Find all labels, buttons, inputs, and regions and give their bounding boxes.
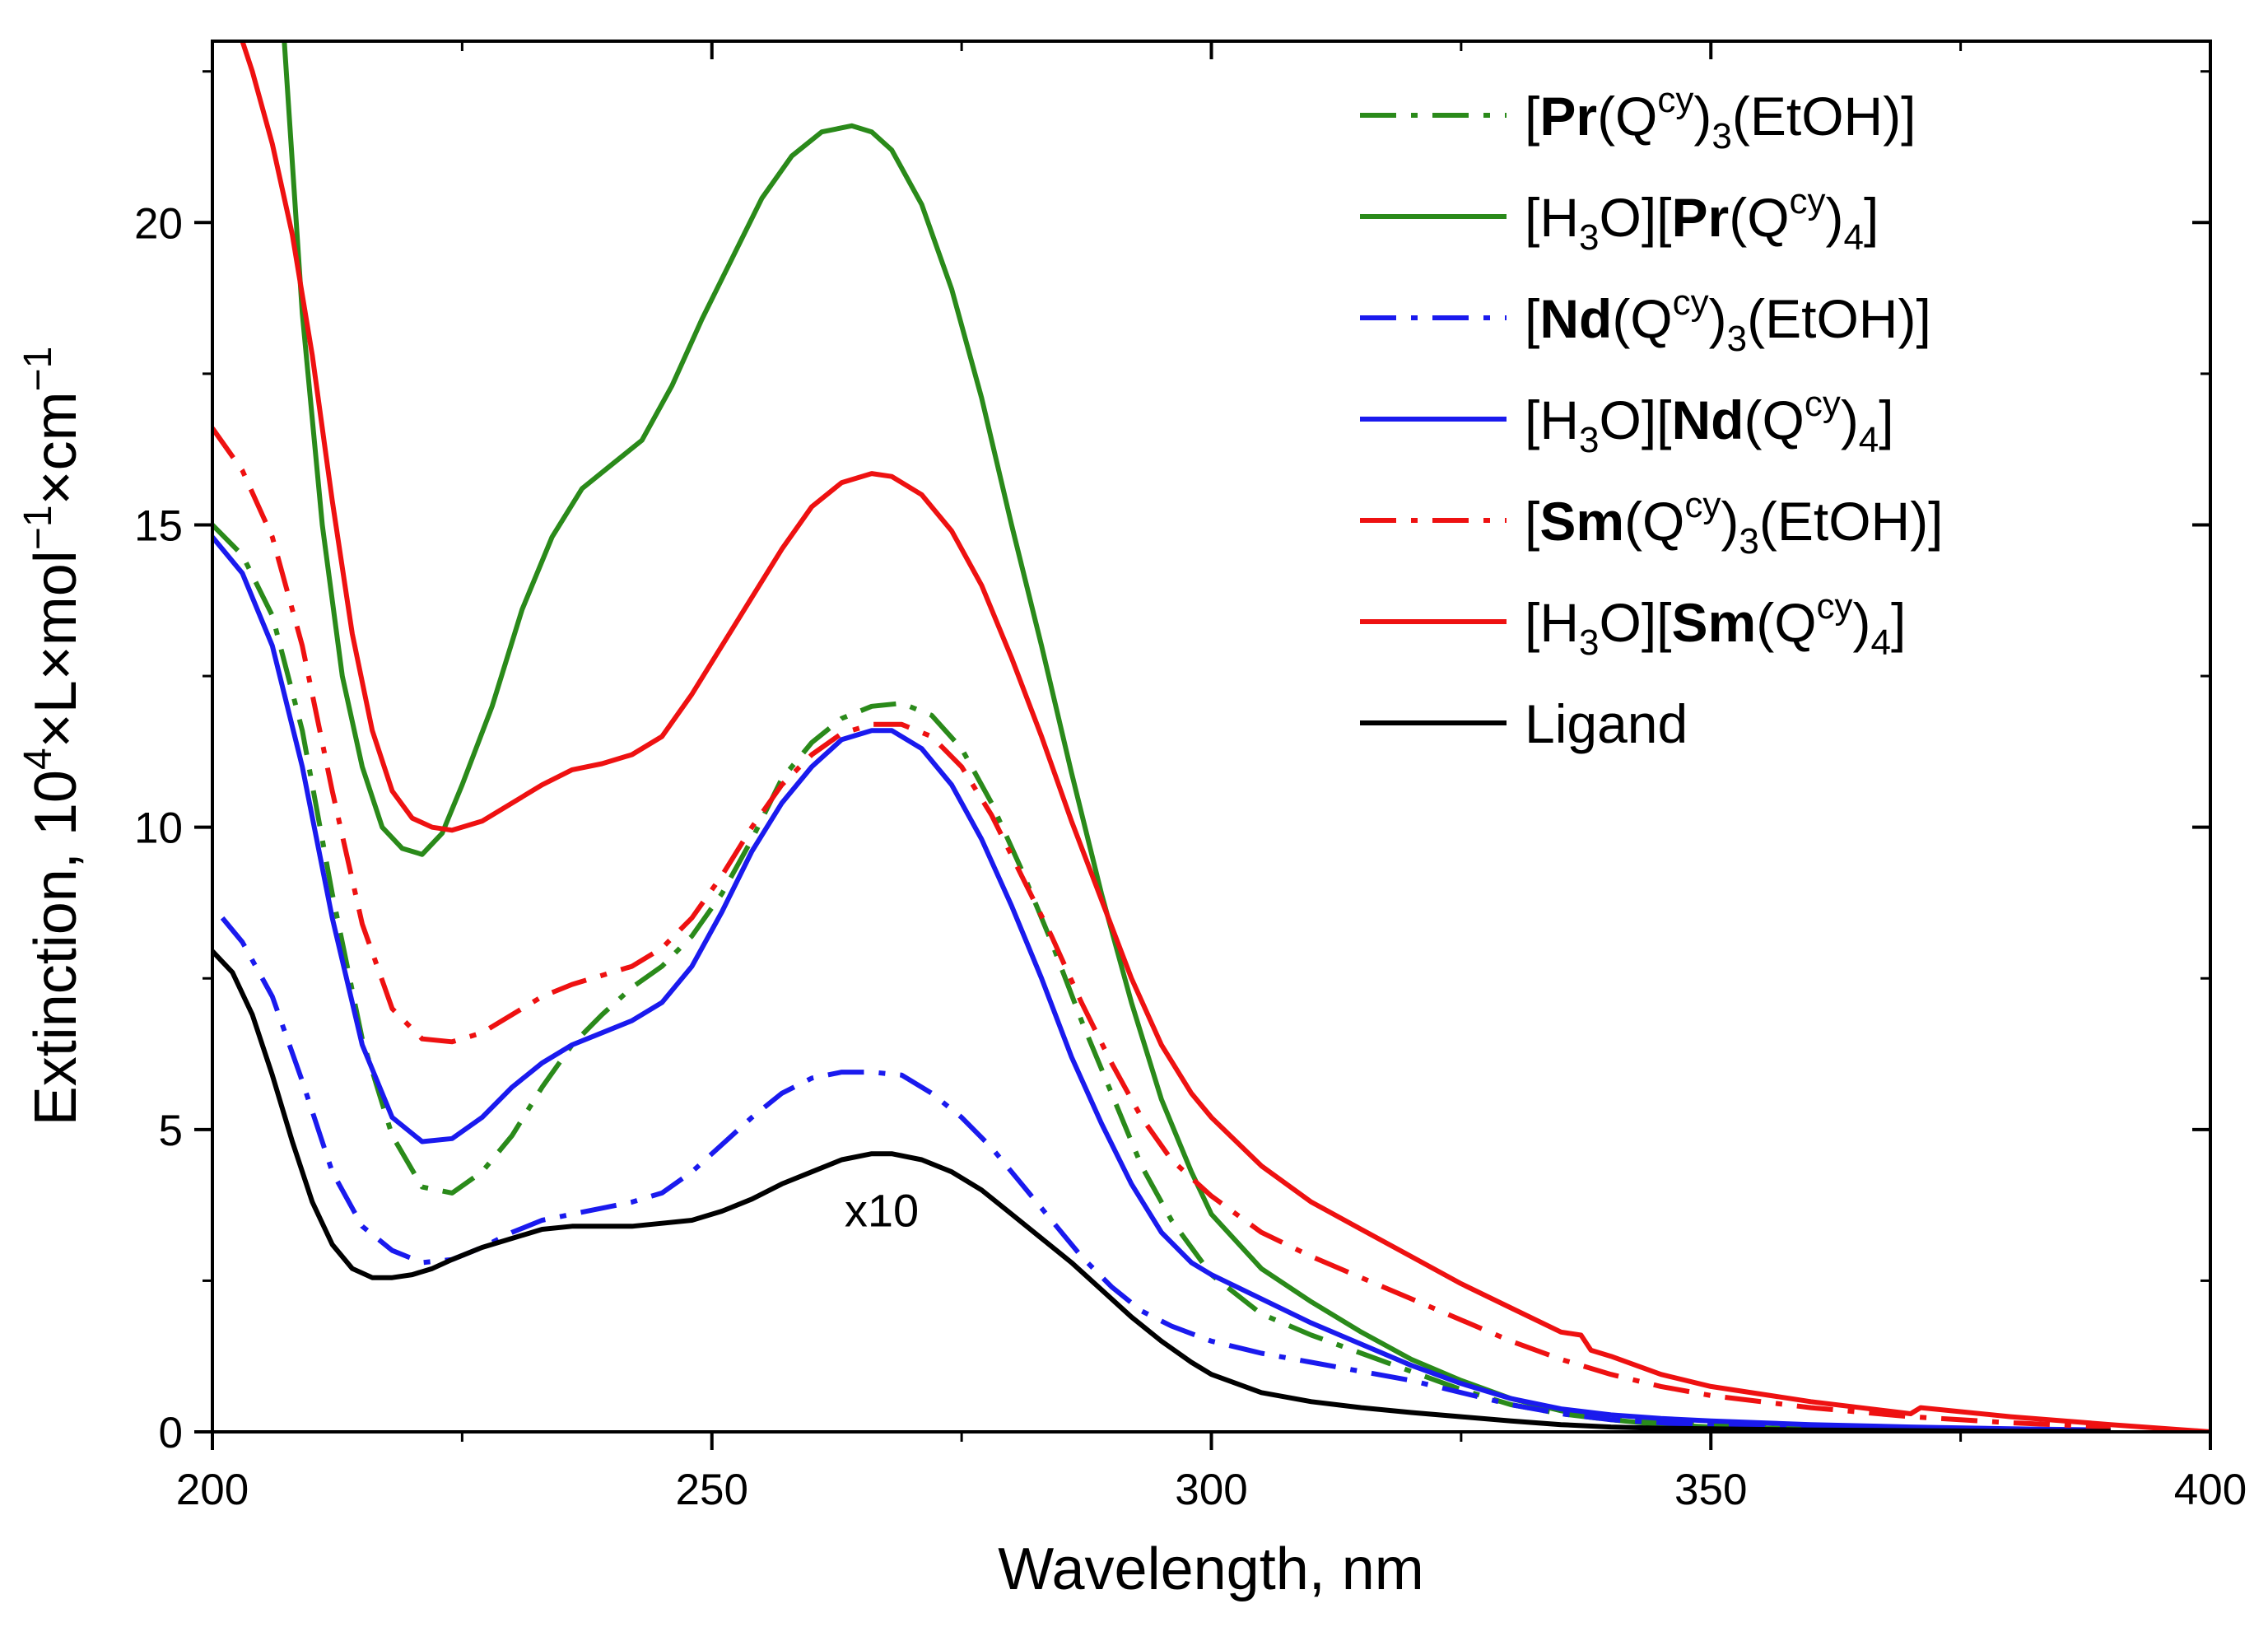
x-tick-label: 400 <box>2174 1466 2247 1514</box>
legend: [Pr(Qcy)3(EtOH)] [H3O][Pr(Qcy)4] [Nd(Qcy)3… <box>1360 80 1944 754</box>
y-axis-ticks: 0 5 10 15 20 <box>134 70 2210 1457</box>
legend-label-6: Ligand <box>1525 693 1688 754</box>
y-tick-label: 5 <box>159 1107 183 1155</box>
legend-label-1: [H3O][Pr(Qcy)4] <box>1525 181 1879 258</box>
x-tick-label: 300 <box>1175 1466 1247 1514</box>
y-title-exp2: −1 <box>16 505 60 550</box>
legend-label-4: [Sm(Qcy)3(EtOH)] <box>1525 485 1944 562</box>
y-title-exp1: 4 <box>16 748 60 770</box>
annotation-x10: x10 <box>845 1184 919 1236</box>
x-axis-ticks: 200 250 300 350 400 <box>176 41 2247 1514</box>
x-tick-label: 200 <box>176 1466 249 1514</box>
y-tick-label: 15 <box>134 501 183 550</box>
series-line-4 <box>212 427 2111 1430</box>
legend-label-5: [H3O][Sm(Qcy)4] <box>1525 586 1906 663</box>
y-title-prefix: Extinction, 10 <box>23 770 89 1126</box>
y-title-mid1: ×L×mol <box>23 550 89 748</box>
series-line-6 <box>212 949 2111 1432</box>
y-title-exp3: −1 <box>16 347 60 392</box>
y-tick-label: 10 <box>134 804 183 853</box>
legend-label-3: [H3O][Nd(Qcy)4] <box>1525 384 1894 460</box>
y-title-mid2: ×cm <box>23 391 89 505</box>
y-tick-label: 20 <box>134 199 183 248</box>
legend-label-0: [Pr(Qcy)3(EtOH)] <box>1525 80 1916 156</box>
series-line-5 <box>240 41 2210 1432</box>
x-axis-title: Wavelength, nm <box>998 1536 1424 1602</box>
series-line-3 <box>212 535 2111 1432</box>
y-tick-label: 0 <box>159 1409 183 1457</box>
legend-label-2: [Nd(Qcy)3(EtOH)] <box>1525 282 1931 359</box>
x-tick-label: 250 <box>676 1466 748 1514</box>
x-tick-label: 350 <box>1674 1466 1747 1514</box>
y-axis-title: Extinction, 104×L×mol−1×cm−1 <box>16 347 89 1126</box>
series-layer <box>212 41 2210 1432</box>
